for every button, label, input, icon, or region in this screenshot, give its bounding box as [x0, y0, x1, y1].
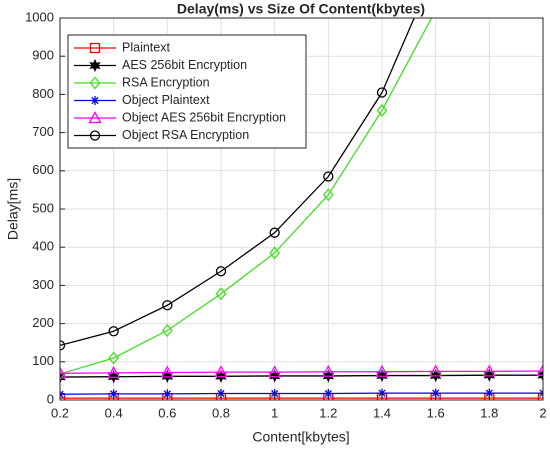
- x-tick-label: 0.6: [158, 405, 176, 420]
- marker: [60, 340, 66, 351]
- marker: [162, 300, 173, 311]
- series-line: [60, 18, 415, 347]
- x-tick-label: 0.8: [212, 405, 230, 420]
- data: [60, 5, 543, 400]
- marker: [88, 111, 102, 124]
- marker: [322, 188, 334, 202]
- legend-label: Object Plaintext: [122, 93, 210, 107]
- x-tick-label: 1.6: [427, 405, 445, 420]
- y-tick-label: 600: [32, 162, 54, 177]
- marker: [109, 389, 119, 399]
- x-axis-label: Content[kbytes]: [252, 429, 349, 445]
- legend-label: AES 256bit Encryption: [122, 58, 247, 72]
- x-tick-label: 0.4: [105, 405, 123, 420]
- marker: [216, 389, 226, 399]
- marker: [162, 389, 172, 399]
- y-tick-label: 800: [32, 86, 54, 101]
- x-tick-label: 1.4: [373, 405, 391, 420]
- marker: [376, 103, 388, 117]
- marker: [89, 42, 101, 54]
- marker: [375, 364, 389, 377]
- marker: [90, 96, 100, 105]
- marker: [89, 58, 101, 73]
- marker: [215, 287, 227, 301]
- y-tick-label: 200: [32, 315, 54, 330]
- marker: [431, 388, 441, 398]
- marker: [321, 364, 335, 377]
- legend-label: RSA Encryption: [122, 75, 210, 89]
- marker: [215, 266, 227, 277]
- marker: [107, 366, 121, 379]
- series-line: [60, 392, 543, 395]
- marker: [269, 227, 280, 238]
- marker: [323, 171, 334, 182]
- x-tick-label: 2: [539, 405, 546, 420]
- marker: [270, 389, 280, 399]
- y-tick-label: 700: [32, 124, 54, 139]
- marker: [536, 364, 543, 377]
- y-axis-label: Delay[ms]: [5, 178, 21, 240]
- marker: [268, 365, 282, 378]
- x-tick-label: 1: [271, 405, 278, 420]
- marker: [89, 130, 101, 141]
- y-tick-label: 900: [32, 48, 54, 63]
- y-tick-label: 300: [32, 277, 54, 292]
- y-tick-label: 1000: [25, 9, 54, 24]
- x-tick-label: 0.2: [51, 405, 69, 420]
- marker: [269, 246, 281, 260]
- marker: [161, 323, 173, 338]
- marker: [376, 87, 388, 98]
- legend-label: Object RSA Encryption: [122, 128, 249, 142]
- x-tick-label: 1.8: [480, 405, 498, 420]
- y-tick-label: 400: [32, 239, 54, 254]
- y-tick-label: 100: [32, 353, 54, 368]
- marker: [89, 76, 101, 90]
- legend-box: [67, 34, 307, 149]
- marker: [484, 388, 494, 398]
- marker: [429, 364, 443, 377]
- series-line: [60, 370, 543, 374]
- legend-label: Plaintext: [122, 40, 170, 54]
- chart-title: Delay(ms) vs Size Of Content(kbytes): [177, 1, 425, 17]
- marker: [377, 388, 387, 398]
- marker: [108, 351, 120, 365]
- series-line: [60, 374, 543, 378]
- y-tick-label: 0: [47, 391, 54, 406]
- x-tick-label: 1.2: [319, 405, 337, 420]
- legend: Plaintext AES 256bit Encryption RSA Encryp…: [67, 34, 307, 149]
- marker: [214, 365, 228, 378]
- series-line: [60, 18, 433, 375]
- marker: [482, 364, 496, 377]
- marker: [108, 326, 119, 337]
- marker: [323, 389, 333, 399]
- y-tick-label: 500: [32, 200, 54, 215]
- marker: [60, 366, 67, 379]
- marker: [160, 365, 174, 378]
- legend-label: Object AES 256bit Encryption: [122, 110, 286, 124]
- marker: [431, 5, 440, 16]
